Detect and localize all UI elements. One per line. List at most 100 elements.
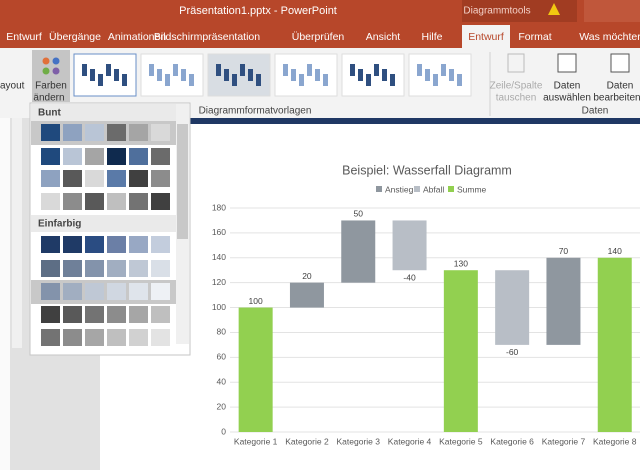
ribbon-tab[interactable]: Überprüfen [292, 31, 345, 43]
swatch[interactable] [151, 329, 170, 346]
swatch[interactable] [85, 236, 104, 253]
swatch[interactable] [129, 283, 148, 300]
swatch[interactable] [41, 260, 60, 277]
button-label: Daten [554, 81, 581, 92]
ribbon-tab[interactable]: Entwurf [468, 31, 504, 43]
swatch[interactable] [107, 124, 126, 141]
swatch[interactable] [129, 148, 148, 165]
swatch[interactable] [107, 283, 126, 300]
colors-button[interactable] [32, 50, 70, 102]
legend-label: Summe [457, 184, 487, 194]
swatch[interactable] [129, 260, 148, 277]
swatch[interactable] [41, 193, 60, 210]
swatch[interactable] [129, 329, 148, 346]
palette-dot [52, 57, 60, 65]
data-label: -40 [403, 272, 416, 282]
thumb-bar [248, 69, 253, 81]
swatch[interactable] [85, 170, 104, 187]
active-tab[interactable] [462, 25, 510, 48]
swatch[interactable] [41, 306, 60, 323]
swatch[interactable] [41, 329, 60, 346]
thumb-bar [189, 74, 194, 86]
y-tick-label: 60 [217, 352, 227, 362]
ribbon-tab[interactable]: Ansicht [366, 31, 401, 43]
data-label: 130 [454, 258, 468, 268]
icon [610, 53, 630, 73]
swatch[interactable] [63, 283, 82, 300]
bar [443, 270, 478, 432]
legend-label: Abfall [423, 184, 444, 194]
swatch[interactable] [129, 306, 148, 323]
thumb-bar [374, 64, 379, 76]
swatch[interactable] [129, 193, 148, 210]
bar [392, 220, 427, 271]
swatch[interactable] [63, 329, 82, 346]
swatch[interactable] [107, 306, 126, 323]
section-header [31, 104, 176, 121]
ribbon-tab[interactable]: Hilfe [421, 31, 442, 43]
swatch[interactable] [151, 260, 170, 277]
swatch[interactable] [63, 306, 82, 323]
swatch[interactable] [85, 329, 104, 346]
swatch[interactable] [107, 148, 126, 165]
data-label: 50 [354, 209, 364, 219]
swatch[interactable] [63, 148, 82, 165]
thumb-bar [216, 64, 221, 76]
swatch[interactable] [41, 283, 60, 300]
data-label: 100 [249, 296, 263, 306]
swatch[interactable] [151, 236, 170, 253]
swatch[interactable] [107, 193, 126, 210]
thumb-bar [390, 74, 395, 86]
swatch[interactable] [151, 124, 170, 141]
ribbon-tab[interactable]: Format [518, 31, 551, 43]
thumb-bar [232, 74, 237, 86]
swatch[interactable] [63, 236, 82, 253]
x-tick-label: Kategorie 4 [388, 436, 432, 446]
swatch[interactable] [129, 170, 148, 187]
thumb-bar [224, 69, 229, 81]
swatch[interactable] [85, 193, 104, 210]
swatch[interactable] [107, 236, 126, 253]
swatch[interactable] [151, 283, 170, 300]
swatch[interactable] [85, 148, 104, 165]
thumb-bar [366, 74, 371, 86]
thumb-bar [350, 64, 355, 76]
thumb-bar [122, 74, 127, 86]
swatch[interactable] [129, 124, 148, 141]
swatch[interactable] [107, 260, 126, 277]
swatch[interactable] [85, 260, 104, 277]
swatch[interactable] [41, 236, 60, 253]
menu-scroll-thumb[interactable] [177, 124, 188, 239]
swatch[interactable] [41, 148, 60, 165]
ribbon-tab[interactable]: Was möchter [579, 31, 640, 43]
swatch[interactable] [63, 170, 82, 187]
swatch[interactable] [85, 283, 104, 300]
swatch[interactable] [85, 124, 104, 141]
swatch[interactable] [151, 148, 170, 165]
swatch[interactable] [63, 260, 82, 277]
swatch[interactable] [85, 306, 104, 323]
ribbon-tab[interactable]: Bildschirmpräsentation [154, 31, 260, 43]
thumb-bar [323, 74, 328, 86]
thumb-bar [283, 64, 288, 76]
thumb-bar [358, 69, 363, 81]
swatch[interactable] [107, 329, 126, 346]
ribbon-tab[interactable]: Entwurf [6, 31, 42, 43]
swatch[interactable] [41, 170, 60, 187]
context-label: Diagrammtools [463, 6, 530, 17]
x-tick-label: Kategorie 5 [439, 436, 483, 446]
swatch[interactable] [63, 124, 82, 141]
swatch[interactable] [151, 306, 170, 323]
swatch[interactable] [151, 193, 170, 210]
ribbon-tab[interactable]: Übergänge [49, 31, 101, 43]
swatch[interactable] [129, 236, 148, 253]
button-label: bearbeiten [593, 93, 640, 104]
swatch[interactable] [63, 193, 82, 210]
button-label: auswählen [543, 93, 591, 104]
swatch[interactable] [107, 170, 126, 187]
icon [507, 53, 525, 73]
ribbon-tab[interactable]: Animationen [108, 31, 167, 43]
swatch[interactable] [41, 124, 60, 141]
swatch[interactable] [151, 170, 170, 187]
